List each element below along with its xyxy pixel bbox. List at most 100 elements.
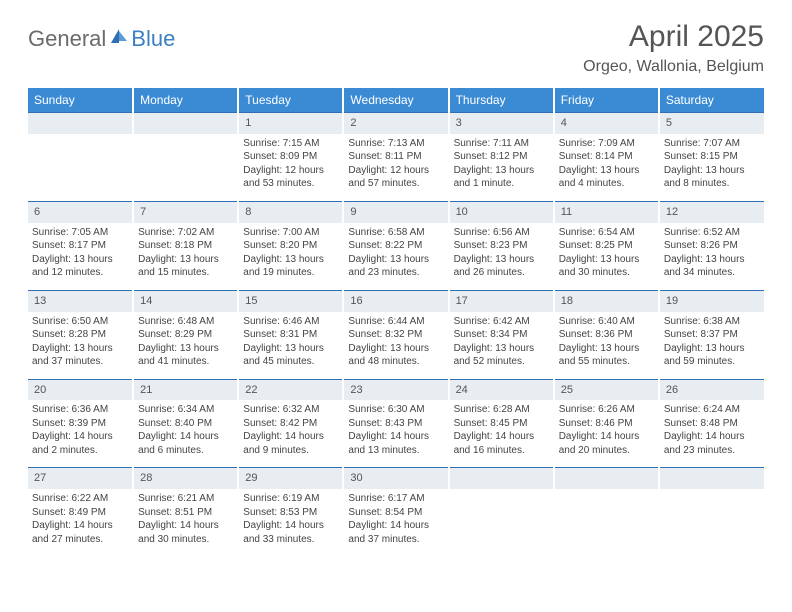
sunset-text: Sunset: 8:34 PM bbox=[454, 328, 549, 342]
weekday-header: Saturday bbox=[659, 88, 764, 112]
day-number: 5 bbox=[660, 112, 764, 134]
sunrise-text: Sunrise: 6:46 AM bbox=[243, 315, 338, 329]
day-cell-inner: 2Sunrise: 7:13 AMSunset: 8:11 PMDaylight… bbox=[344, 112, 447, 201]
day-cell: 2Sunrise: 7:13 AMSunset: 8:11 PMDaylight… bbox=[343, 112, 448, 201]
sunset-text: Sunset: 8:49 PM bbox=[32, 506, 128, 520]
day-cell-inner: 23 Sunrise: 6:30 AMSunset: 8:43 PMDayligh… bbox=[344, 379, 447, 468]
sunrise-text: Sunrise: 6:56 AM bbox=[454, 226, 549, 240]
sunrise-text: Sunrise: 6:58 AM bbox=[348, 226, 443, 240]
week-row: 13Sunrise: 6:50 AMSunset: 8:28 PMDayligh… bbox=[28, 290, 764, 379]
day-cell-inner: 6Sunrise: 7:05 AMSunset: 8:17 PMDaylight… bbox=[28, 201, 132, 290]
sunset-text: Sunset: 8:32 PM bbox=[348, 328, 443, 342]
sunset-text: Sunset: 8:48 PM bbox=[664, 417, 760, 431]
sunrise-text: Sunrise: 6:19 AM bbox=[243, 492, 338, 506]
sunset-text: Sunset: 8:43 PM bbox=[348, 417, 443, 431]
day-number: 30 bbox=[344, 467, 447, 489]
day-cell: 4Sunrise: 7:09 AMSunset: 8:14 PMDaylight… bbox=[554, 112, 659, 201]
day-details: Sunrise: 7:07 AMSunset: 8:15 PMDaylight:… bbox=[660, 134, 764, 201]
day-cell-inner: 27Sunrise: 6:22 AMSunset: 8:49 PMDayligh… bbox=[28, 467, 132, 556]
sunset-text: Sunset: 8:25 PM bbox=[559, 239, 654, 253]
location-text: Orgeo, Wallonia, Belgium bbox=[583, 58, 764, 76]
day-cell: 7Sunrise: 7:02 AMSunset: 8:18 PMDaylight… bbox=[133, 201, 238, 290]
day-details: Sunrise: 6:28 AMSunset: 8:45 PMDaylight:… bbox=[450, 400, 553, 467]
day-cell: 9Sunrise: 6:58 AMSunset: 8:22 PMDaylight… bbox=[343, 201, 448, 290]
sunrise-text: Sunrise: 6:22 AM bbox=[32, 492, 128, 506]
day-cell-inner: 14Sunrise: 6:48 AMSunset: 8:29 PMDayligh… bbox=[134, 290, 237, 379]
day-cell: 27Sunrise: 6:22 AMSunset: 8:49 PMDayligh… bbox=[28, 467, 133, 556]
day-number: 19 bbox=[660, 290, 764, 312]
week-row: 20Sunrise: 6:36 AMSunset: 8:39 PMDayligh… bbox=[28, 379, 764, 468]
weekday-header: Friday bbox=[554, 88, 659, 112]
day-cell-inner: 5Sunrise: 7:07 AMSunset: 8:15 PMDaylight… bbox=[660, 112, 764, 201]
day-details: Sunrise: 7:02 AMSunset: 8:18 PMDaylight:… bbox=[134, 223, 237, 290]
daylight-text: Daylight: 13 hours and 30 minutes. bbox=[559, 253, 654, 280]
day-cell-inner: 18Sunrise: 6:40 AMSunset: 8:36 PMDayligh… bbox=[555, 290, 658, 379]
day-cell bbox=[659, 467, 764, 556]
sunrise-text: Sunrise: 7:05 AM bbox=[32, 226, 128, 240]
day-cell-inner bbox=[660, 467, 764, 489]
day-cell-inner: 3Sunrise: 7:11 AMSunset: 8:12 PMDaylight… bbox=[450, 112, 553, 201]
sunset-text: Sunset: 8:36 PM bbox=[559, 328, 654, 342]
brand-part2: Blue bbox=[131, 26, 175, 52]
day-cell: 19Sunrise: 6:38 AMSunset: 8:37 PMDayligh… bbox=[659, 290, 764, 379]
day-cell-inner: 7Sunrise: 7:02 AMSunset: 8:18 PMDaylight… bbox=[134, 201, 237, 290]
day-number: 29 bbox=[239, 467, 342, 489]
sunset-text: Sunset: 8:42 PM bbox=[243, 417, 338, 431]
sunrise-text: Sunrise: 6:17 AM bbox=[348, 492, 443, 506]
sunset-text: Sunset: 8:22 PM bbox=[348, 239, 443, 253]
day-details: Sunrise: 7:15 AMSunset: 8:09 PMDaylight:… bbox=[239, 134, 342, 201]
day-details: Sunrise: 6:36 AMSunset: 8:39 PMDaylight:… bbox=[28, 400, 132, 467]
day-cell: 13Sunrise: 6:50 AMSunset: 8:28 PMDayligh… bbox=[28, 290, 133, 379]
day-details: Sunrise: 7:09 AMSunset: 8:14 PMDaylight:… bbox=[555, 134, 658, 201]
day-cell: 6Sunrise: 7:05 AMSunset: 8:17 PMDaylight… bbox=[28, 201, 133, 290]
weekday-header: Wednesday bbox=[343, 88, 448, 112]
day-cell: 16Sunrise: 6:44 AMSunset: 8:32 PMDayligh… bbox=[343, 290, 448, 379]
day-number: 8 bbox=[239, 201, 342, 223]
day-number: 13 bbox=[28, 290, 132, 312]
day-details: Sunrise: 6:50 AMSunset: 8:28 PMDaylight:… bbox=[28, 312, 132, 379]
sunset-text: Sunset: 8:39 PM bbox=[32, 417, 128, 431]
day-number: 9 bbox=[344, 201, 447, 223]
sunrise-text: Sunrise: 6:48 AM bbox=[138, 315, 233, 329]
sunrise-text: Sunrise: 6:32 AM bbox=[243, 403, 338, 417]
day-number: 22 bbox=[239, 379, 342, 401]
day-details: Sunrise: 6:56 AMSunset: 8:23 PMDaylight:… bbox=[450, 223, 553, 290]
weeks-body: 1Sunrise: 7:15 AMSunset: 8:09 PMDaylight… bbox=[28, 112, 764, 556]
day-cell: 17Sunrise: 6:42 AMSunset: 8:34 PMDayligh… bbox=[449, 290, 554, 379]
sunset-text: Sunset: 8:20 PM bbox=[243, 239, 338, 253]
daylight-text: Daylight: 14 hours and 33 minutes. bbox=[243, 519, 338, 546]
calendar-page: General Blue April 2025 Orgeo, Wallonia,… bbox=[0, 0, 792, 576]
day-cell-inner: 30Sunrise: 6:17 AMSunset: 8:54 PMDayligh… bbox=[344, 467, 447, 556]
week-row: 27Sunrise: 6:22 AMSunset: 8:49 PMDayligh… bbox=[28, 467, 764, 556]
daylight-text: Daylight: 14 hours and 37 minutes. bbox=[348, 519, 443, 546]
day-number: 23 bbox=[344, 379, 447, 401]
day-cell: 25Sunrise: 6:26 AMSunset: 8:46 PMDayligh… bbox=[554, 379, 659, 468]
day-details: Sunrise: 6:44 AMSunset: 8:32 PMDaylight:… bbox=[344, 312, 447, 379]
day-cell-inner: 4Sunrise: 7:09 AMSunset: 8:14 PMDaylight… bbox=[555, 112, 658, 201]
day-number: 18 bbox=[555, 290, 658, 312]
day-cell-inner: 12Sunrise: 6:52 AMSunset: 8:26 PMDayligh… bbox=[660, 201, 764, 290]
day-cell-inner bbox=[134, 112, 237, 134]
day-cell bbox=[449, 467, 554, 556]
weekday-header: Sunday bbox=[28, 88, 133, 112]
day-details: Sunrise: 6:38 AMSunset: 8:37 PMDaylight:… bbox=[660, 312, 764, 379]
sunrise-text: Sunrise: 6:30 AM bbox=[348, 403, 443, 417]
daylight-text: Daylight: 13 hours and 19 minutes. bbox=[243, 253, 338, 280]
daylight-text: Daylight: 14 hours and 13 minutes. bbox=[348, 430, 443, 457]
logo-triangle-icon bbox=[111, 29, 119, 43]
daylight-text: Daylight: 13 hours and 52 minutes. bbox=[454, 342, 549, 369]
day-number: 25 bbox=[555, 379, 658, 401]
page-header: General Blue April 2025 Orgeo, Wallonia,… bbox=[28, 20, 764, 76]
day-cell: 20Sunrise: 6:36 AMSunset: 8:39 PMDayligh… bbox=[28, 379, 133, 468]
day-details: Sunrise: 6:54 AMSunset: 8:25 PMDaylight:… bbox=[555, 223, 658, 290]
sunrise-text: Sunrise: 6:24 AM bbox=[664, 403, 760, 417]
day-details: Sunrise: 6:26 AMSunset: 8:46 PMDaylight:… bbox=[555, 400, 658, 467]
day-cell: 5Sunrise: 7:07 AMSunset: 8:15 PMDaylight… bbox=[659, 112, 764, 201]
day-cell-inner: 22Sunrise: 6:32 AMSunset: 8:42 PMDayligh… bbox=[239, 379, 342, 468]
sunrise-text: Sunrise: 6:38 AM bbox=[664, 315, 760, 329]
day-number bbox=[450, 467, 553, 489]
day-cell-inner bbox=[450, 467, 553, 489]
sunset-text: Sunset: 8:23 PM bbox=[454, 239, 549, 253]
sunset-text: Sunset: 8:51 PM bbox=[138, 506, 233, 520]
day-cell: 30Sunrise: 6:17 AMSunset: 8:54 PMDayligh… bbox=[343, 467, 448, 556]
